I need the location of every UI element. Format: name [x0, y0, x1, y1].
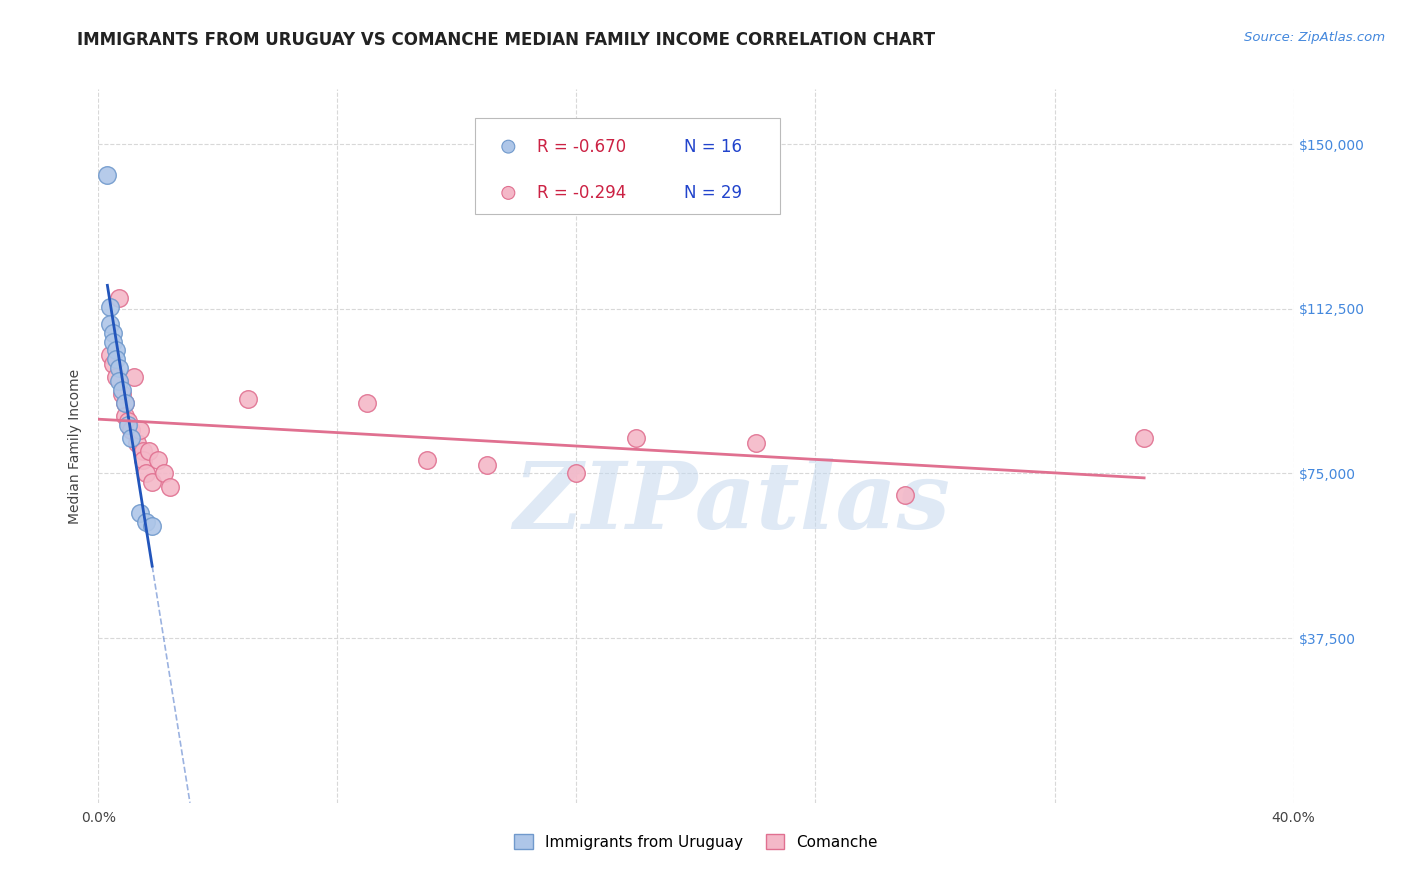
Point	[98, 348, 122, 362]
Y-axis label: Median Family Income: Median Family Income	[67, 368, 82, 524]
FancyBboxPatch shape	[475, 118, 780, 214]
Point	[103, 334, 125, 349]
Point	[103, 326, 125, 340]
Point	[135, 515, 157, 529]
Point	[114, 409, 136, 424]
Point	[108, 374, 131, 388]
Point	[111, 383, 134, 397]
Point	[475, 458, 498, 472]
Point	[236, 392, 259, 406]
Point	[132, 453, 155, 467]
Text: IMMIGRANTS FROM URUGUAY VS COMANCHE MEDIAN FAMILY INCOME CORRELATION CHART: IMMIGRANTS FROM URUGUAY VS COMANCHE MEDI…	[77, 31, 935, 49]
Text: ZIPatlas: ZIPatlas	[513, 458, 950, 548]
Point	[96, 168, 118, 182]
Point	[105, 343, 128, 358]
Text: R = -0.670: R = -0.670	[537, 137, 626, 155]
Point	[745, 435, 768, 450]
Point	[120, 431, 142, 445]
Point	[416, 453, 439, 467]
Point	[108, 291, 131, 305]
Point	[129, 506, 152, 520]
Point	[103, 357, 125, 371]
Point	[127, 435, 149, 450]
Ellipse shape	[502, 140, 515, 153]
Point	[105, 352, 128, 367]
Point	[132, 444, 155, 458]
Point	[159, 480, 181, 494]
Point	[1133, 431, 1156, 445]
Point	[117, 414, 139, 428]
Point	[141, 519, 163, 533]
Point	[148, 453, 170, 467]
Text: R = -0.294: R = -0.294	[537, 184, 626, 202]
Point	[129, 423, 152, 437]
Point	[124, 369, 146, 384]
Point	[894, 488, 917, 502]
Point	[356, 396, 378, 410]
Legend: Immigrants from Uruguay, Comanche: Immigrants from Uruguay, Comanche	[508, 828, 884, 855]
Point	[117, 418, 139, 433]
Point	[565, 467, 588, 481]
Point	[108, 361, 131, 376]
Text: N = 16: N = 16	[685, 137, 742, 155]
Point	[153, 467, 176, 481]
Point	[114, 396, 136, 410]
Point	[138, 444, 160, 458]
Point	[105, 369, 128, 384]
Point	[626, 431, 648, 445]
Point	[111, 387, 134, 401]
Point	[135, 467, 157, 481]
Point	[141, 475, 163, 490]
Point	[114, 396, 136, 410]
Point	[120, 423, 142, 437]
Text: N = 29: N = 29	[685, 184, 742, 202]
Point	[98, 317, 122, 331]
Ellipse shape	[502, 186, 515, 199]
Point	[98, 300, 122, 314]
Text: Source: ZipAtlas.com: Source: ZipAtlas.com	[1244, 31, 1385, 45]
